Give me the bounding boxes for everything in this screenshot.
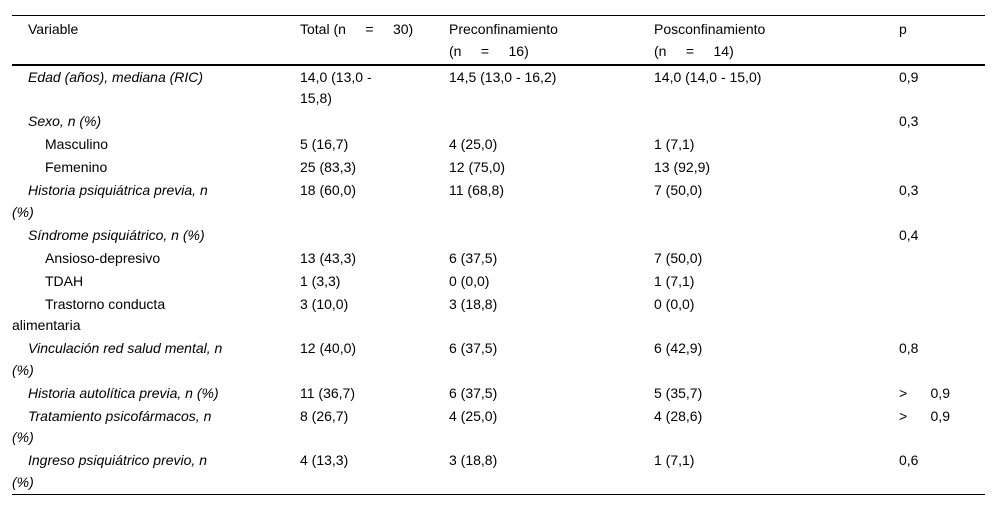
- p-cell: > 0,9: [899, 384, 950, 401]
- variable-cell: Historia autolítica previa, n (%): [28, 384, 219, 401]
- p-cell: [899, 293, 985, 338]
- variable-cell: Sexo, n (%): [28, 113, 102, 129]
- poscon-cell: 4 (28,6): [654, 407, 703, 424]
- precon-cell: 3 (18,8): [449, 452, 498, 468]
- table-row-vinculacion-red-salud: Vinculación red salud mental, n (%) 12 (…: [12, 338, 985, 383]
- total-cell: 25 (83,3): [300, 159, 357, 175]
- precon-cell: 11 (68,8): [449, 182, 504, 198]
- precon-cell: 6 (37,5): [449, 384, 498, 401]
- table-row-edad: Edad (años), mediana (RIC) 14,0 (13,0 - …: [12, 65, 985, 111]
- variable-cell: Masculino: [45, 136, 109, 152]
- table-row-ansioso-depresivo: Ansioso-depresivo 13 (43,3) 6 (37,5) 7 (…: [12, 247, 985, 270]
- poscon-cell: 5 (35,7): [654, 384, 703, 401]
- precon-cell: 4 (25,0): [449, 136, 498, 152]
- p-cell: [899, 157, 985, 180]
- p-cell: 0,9: [899, 68, 919, 85]
- table-row-tratamiento-psicofarmacos: Tratamiento psicofármacos, n (%) 8 (26,7…: [12, 405, 985, 450]
- p-cell: [899, 134, 985, 157]
- variable-cell: Edad (años), mediana (RIC): [28, 68, 204, 85]
- precon-cell: 0 (0,0): [449, 272, 490, 289]
- col-header-preconfinamiento: Preconfinamiento (n = 16): [449, 21, 558, 59]
- p-cell: 0,8: [899, 340, 919, 356]
- poscon-cell: [654, 111, 899, 134]
- total-cell: 13 (43,3): [300, 249, 357, 266]
- poscon-cell: 14,0 (14,0 - 15,0): [654, 68, 762, 85]
- variable-cell: Síndrome psiquiátrico, n (%): [28, 226, 205, 243]
- p-cell: [899, 270, 985, 293]
- total-cell: 11 (36,7): [300, 384, 355, 401]
- variable-cell: TDAH: [45, 272, 84, 289]
- poscon-cell: 6 (42,9): [654, 340, 703, 356]
- total-cell: 12 (40,0): [300, 340, 357, 356]
- p-cell: 0,4: [899, 226, 919, 243]
- poscon-cell: 7 (50,0): [654, 249, 703, 266]
- poscon-cell: 13 (92,9): [654, 159, 711, 175]
- total-cell: [300, 224, 449, 247]
- p-cell: [899, 247, 985, 270]
- precon-cell: 14,5 (13,0 - 16,2): [449, 68, 557, 85]
- poscon-cell: 1 (7,1): [654, 136, 695, 152]
- variable-cell: Ansioso-depresivo: [45, 249, 161, 266]
- table-row-tdah: TDAH 1 (3,3) 0 (0,0) 1 (7,1): [12, 270, 985, 293]
- variable-cell: Trastorno conducta alimentaria: [12, 295, 166, 334]
- precon-cell: 4 (25,0): [449, 407, 498, 424]
- precon-cell: 3 (18,8): [449, 295, 498, 312]
- total-cell: 1 (3,3): [300, 272, 341, 289]
- precon-cell: 12 (75,0): [449, 159, 506, 175]
- table-row-historia-psiquiatrica: Historia psiquiátrica previa, n (%) 18 (…: [12, 180, 985, 225]
- total-cell: 18 (60,0): [300, 182, 357, 198]
- table-row-sexo: Sexo, n (%) 0,3: [12, 111, 985, 134]
- table-row-historia-autolitica: Historia autolítica previa, n (%) 11 (36…: [12, 382, 985, 405]
- table-row-ingreso-psiquiatrico: Ingreso psiquiátrico previo, n (%) 4 (13…: [12, 450, 985, 495]
- header-row: Variable Total (n = 30) Preconfinamiento…: [12, 16, 985, 65]
- poscon-cell: 1 (7,1): [654, 272, 695, 289]
- total-cell: 14,0 (13,0 - 15,8): [300, 68, 372, 107]
- total-cell: 5 (16,7): [300, 136, 349, 152]
- table-row-sindrome-psiquiatrico: Síndrome psiquiátrico, n (%) 0,4: [12, 224, 985, 247]
- variable-cell: Femenino: [45, 159, 108, 175]
- poscon-cell: 7 (50,0): [654, 182, 703, 198]
- col-header-variable: Variable: [28, 21, 79, 37]
- clinical-variables-table: Variable Total (n = 30) Preconfinamiento…: [12, 15, 985, 495]
- p-cell: 0,3: [899, 113, 919, 129]
- total-cell: 8 (26,7): [300, 407, 349, 424]
- precon-cell: 6 (37,5): [449, 340, 498, 356]
- p-cell: 0,3: [899, 182, 919, 198]
- table-row-masculino: Masculino 5 (16,7) 4 (25,0) 1 (7,1): [12, 134, 985, 157]
- variable-cell: Ingreso psiquiátrico previo, n (%): [12, 452, 207, 490]
- precon-cell: 6 (37,5): [449, 249, 498, 266]
- variable-cell: Historia psiquiátrica previa, n (%): [12, 182, 208, 220]
- precon-cell: [449, 224, 654, 247]
- poscon-cell: [654, 224, 899, 247]
- total-cell: [300, 111, 449, 134]
- poscon-cell: 0 (0,0): [654, 295, 695, 312]
- precon-cell: [449, 111, 654, 134]
- col-header-posconfinamiento: Posconfinamiento (n = 14): [654, 21, 766, 59]
- col-header-total: Total (n = 30): [300, 21, 414, 37]
- total-cell: 3 (10,0): [300, 295, 349, 312]
- variable-cell: Vinculación red salud mental, n (%): [12, 340, 223, 378]
- p-cell: 0,6: [899, 452, 919, 468]
- variable-cell: Tratamiento psicofármacos, n (%): [12, 407, 212, 446]
- p-cell: > 0,9: [899, 407, 950, 424]
- total-cell: 4 (13,3): [300, 452, 349, 468]
- poscon-cell: 1 (7,1): [654, 452, 695, 468]
- col-header-p: p: [899, 21, 907, 37]
- table-row-femenino: Femenino 25 (83,3) 12 (75,0) 13 (92,9): [12, 157, 985, 180]
- table-row-trastorno-conducta-alimentaria: Trastorno conducta alimentaria 3 (10,0) …: [12, 293, 985, 338]
